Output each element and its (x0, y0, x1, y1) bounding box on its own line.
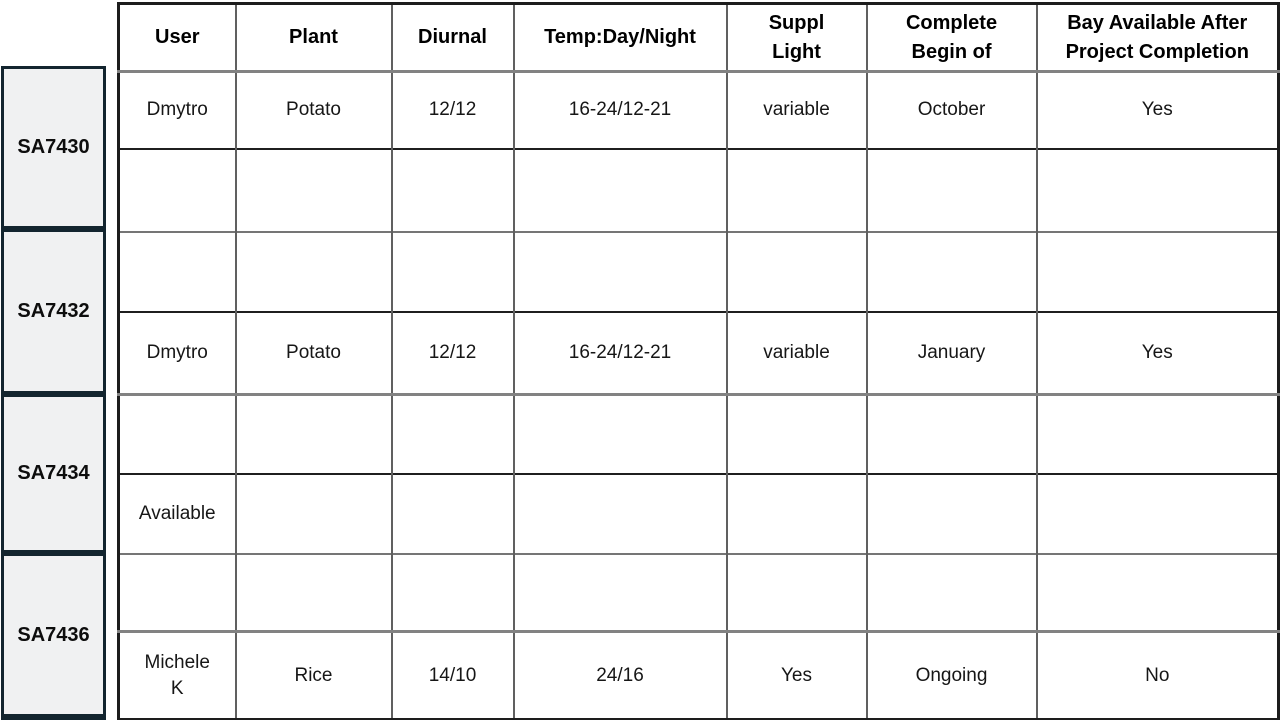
header-plant: Plant (234, 3, 393, 72)
table-cell (512, 393, 728, 474)
table-cell (1035, 552, 1280, 632)
header-diurnal: Diurnal (390, 3, 515, 72)
table-cell: No (1035, 630, 1280, 720)
table-row (117, 147, 1280, 232)
table-cell (725, 393, 868, 474)
table-cell (1035, 147, 1280, 232)
table-cell (725, 147, 868, 232)
table-cell: Rice (234, 630, 393, 720)
table-cell (390, 552, 515, 632)
table-cell (725, 552, 868, 632)
table-cell (865, 147, 1038, 232)
header-bay-available: Bay Available After Project Completion (1035, 3, 1280, 72)
table-cell: January (865, 310, 1038, 395)
table-cell (512, 147, 728, 232)
header-temp-day-night: Temp:Day/Night (512, 3, 728, 72)
table-cell: Yes (725, 630, 868, 720)
table-row: Michele K Rice 14/10 24/16 Yes Ongoing N… (117, 630, 1280, 720)
table-cell (725, 472, 868, 554)
table-cell (512, 230, 728, 312)
table-cell (234, 230, 393, 312)
table-cell (117, 552, 237, 632)
table-cell (390, 472, 515, 554)
table-cell (390, 147, 515, 232)
table-cell (865, 552, 1038, 632)
bay-label-sa7436: SA7436 (17, 623, 90, 646)
table-cell (512, 552, 728, 632)
table-row: Dmytro Potato 12/12 16-24/12-21 variable… (117, 310, 1280, 395)
table-cell (117, 393, 237, 474)
bay-box-sa7430: SA7430 (1, 66, 106, 229)
table-cell: 16-24/12-21 (512, 310, 728, 395)
table-cell: October (865, 70, 1038, 149)
table-cell (1035, 230, 1280, 312)
table-row (117, 393, 1280, 474)
table-cell: variable (725, 70, 868, 149)
table-cell: 16-24/12-21 (512, 70, 728, 149)
table-cell (117, 147, 237, 232)
bay-label-sa7434: SA7434 (17, 462, 90, 484)
table-cell: 12/12 (390, 70, 515, 149)
header-row: User Plant Diurnal Temp:Day/Night Suppl … (117, 3, 1280, 72)
table-cell (234, 393, 393, 474)
table-cell: Yes (1035, 70, 1280, 149)
table-cell (865, 230, 1038, 312)
bay-schedule-table: User Plant Diurnal Temp:Day/Night Suppl … (117, 2, 1280, 720)
bay-box-sa7434: SA7434 (1, 394, 106, 553)
table-cell: Available (117, 472, 237, 554)
table-cell: Potato (234, 70, 393, 149)
table-cell (865, 472, 1038, 554)
table-cell: 12/12 (390, 310, 515, 395)
table-row (117, 552, 1280, 632)
table-row: Available (117, 472, 1280, 554)
header-suppl-light: Suppl Light (725, 3, 868, 72)
table-cell (117, 230, 237, 312)
table-cell: Potato (234, 310, 393, 395)
table-cell: Michele K (117, 630, 237, 720)
table-cell (390, 393, 515, 474)
table-cell: Yes (1035, 310, 1280, 395)
table-row: Dmytro Potato 12/12 16-24/12-21 variable… (117, 70, 1280, 149)
header-user: User (117, 3, 237, 72)
table-cell (865, 393, 1038, 474)
table-cell (390, 230, 515, 312)
bay-label-sa7432: SA7432 (17, 300, 90, 322)
table-cell (234, 472, 393, 554)
table-cell (725, 230, 868, 312)
table-row (117, 230, 1280, 312)
table-cell (234, 147, 393, 232)
header-complete-begin-of: Complete Begin of (865, 3, 1038, 72)
table-cell: 14/10 (390, 630, 515, 720)
table-cell (234, 552, 393, 632)
table-cell (1035, 393, 1280, 474)
table-cell (1035, 472, 1280, 554)
table-cell: variable (725, 310, 868, 395)
bay-box-sa7432: SA7432 (1, 229, 106, 394)
bay-box-sa7436: SA7436 (1, 553, 106, 720)
table-cell: Ongoing (865, 630, 1038, 720)
table-cell: Dmytro (117, 70, 237, 149)
table-cell: 24/16 (512, 630, 728, 720)
bay-label-sa7430: SA7430 (17, 136, 90, 158)
table-cell: Dmytro (117, 310, 237, 395)
table-cell (512, 472, 728, 554)
